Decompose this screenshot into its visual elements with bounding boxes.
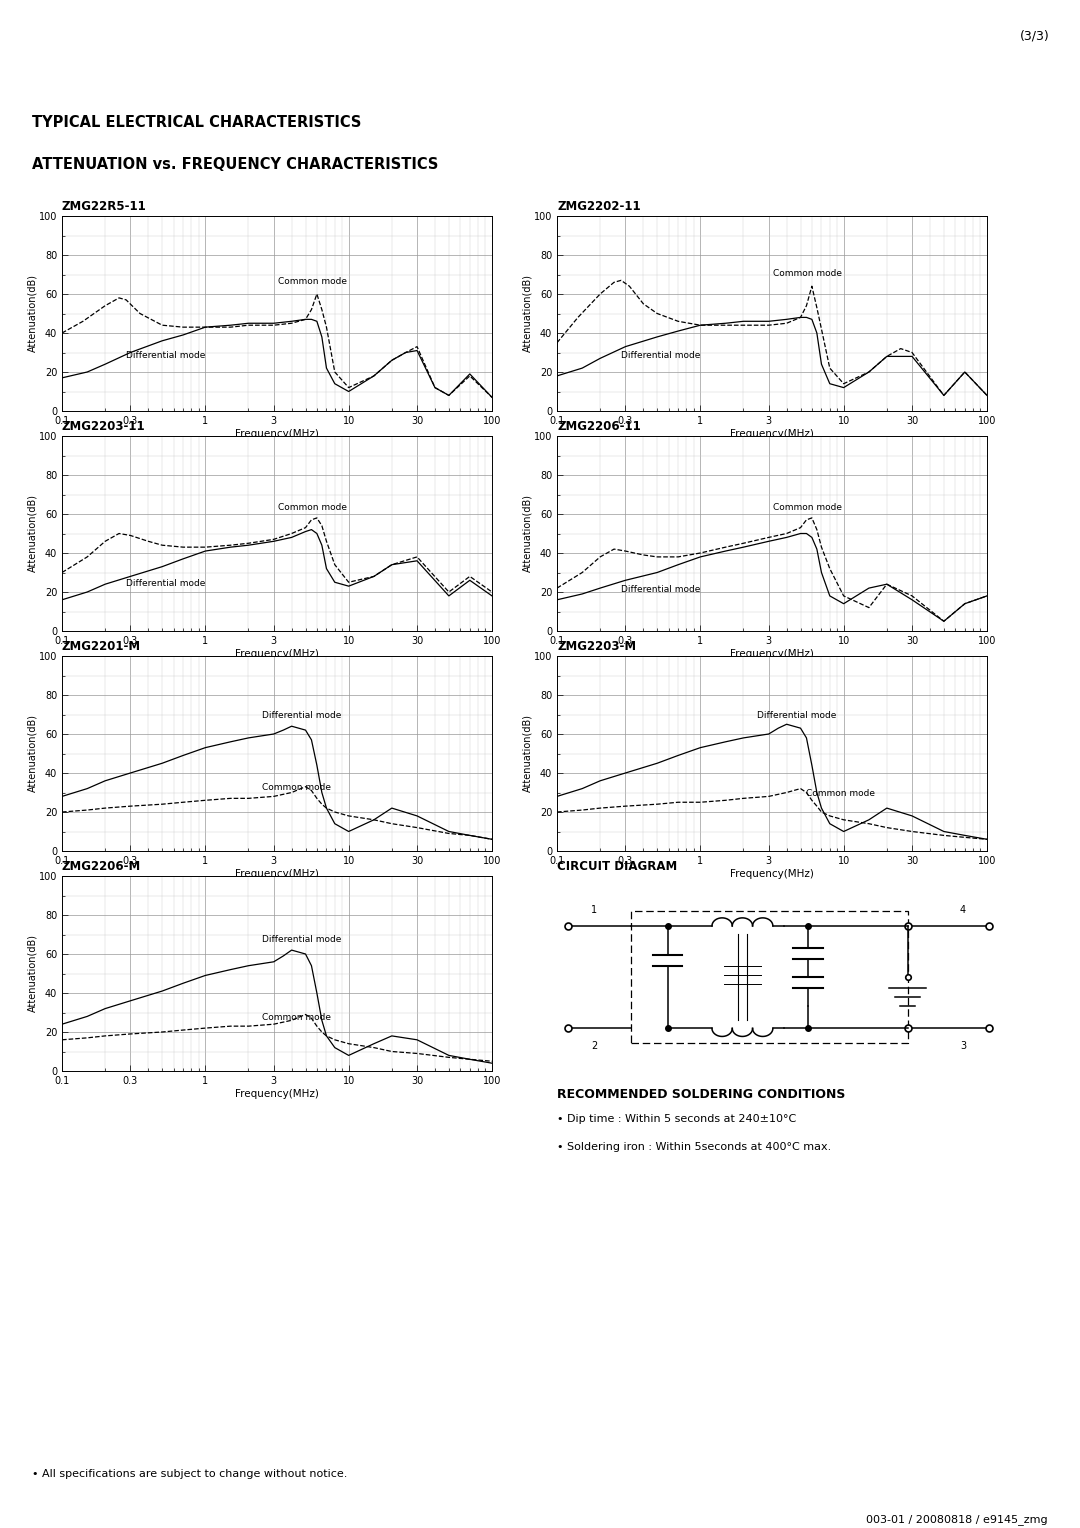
Text: Differential mode: Differential mode — [621, 351, 701, 361]
Text: Common mode: Common mode — [262, 784, 332, 793]
Y-axis label: Attenuation(dB): Attenuation(dB) — [523, 715, 532, 793]
Text: Common mode: Common mode — [772, 269, 841, 278]
Text: Differential mode: Differential mode — [262, 712, 341, 720]
Text: ZMG2206-11: ZMG2206-11 — [557, 420, 640, 434]
Text: 2: 2 — [591, 1041, 597, 1051]
Y-axis label: Attenuation(dB): Attenuation(dB) — [27, 275, 38, 353]
Text: ZMG2206-M: ZMG2206-M — [62, 860, 141, 874]
X-axis label: Frequency(MHz): Frequency(MHz) — [235, 868, 319, 879]
Text: Common mode: Common mode — [278, 503, 347, 512]
Text: ZMG2201-M: ZMG2201-M — [62, 640, 141, 654]
Text: • All specifications are subject to change without notice.: • All specifications are subject to chan… — [32, 1468, 348, 1479]
X-axis label: Frequency(MHz): Frequency(MHz) — [730, 429, 814, 439]
Y-axis label: Attenuation(dB): Attenuation(dB) — [523, 275, 532, 353]
Text: 1: 1 — [591, 905, 597, 915]
Text: ZMG2203-M: ZMG2203-M — [557, 640, 636, 654]
Text: Common mode: Common mode — [807, 790, 876, 798]
Y-axis label: Attenuation(dB): Attenuation(dB) — [27, 715, 38, 793]
Text: • Soldering iron : Within 5seconds at 400°C max.: • Soldering iron : Within 5seconds at 40… — [557, 1143, 832, 1152]
Text: Common mode: Common mode — [278, 277, 347, 286]
X-axis label: Frequency(MHz): Frequency(MHz) — [730, 868, 814, 879]
Y-axis label: Attenuation(dB): Attenuation(dB) — [523, 495, 532, 573]
X-axis label: Frequency(MHz): Frequency(MHz) — [235, 649, 319, 659]
Text: Differential mode: Differential mode — [757, 712, 837, 720]
Text: ATTENUATION vs. FREQUENCY CHARACTERISTICS: ATTENUATION vs. FREQUENCY CHARACTERISTIC… — [32, 157, 438, 171]
Text: Differential mode: Differential mode — [621, 585, 701, 594]
Text: Differential mode: Differential mode — [262, 935, 341, 944]
Text: RECOMMENDED SOLDERING CONDITIONS: RECOMMENDED SOLDERING CONDITIONS — [557, 1088, 846, 1102]
Y-axis label: Attenuation(dB): Attenuation(dB) — [27, 935, 38, 1013]
Bar — [631, 911, 907, 1044]
Text: Common mode: Common mode — [772, 503, 841, 512]
Text: CIRCUIT DIAGRAM: CIRCUIT DIAGRAM — [557, 860, 677, 874]
Text: Differential mode: Differential mode — [126, 351, 205, 361]
Text: 4: 4 — [960, 905, 966, 915]
X-axis label: Frequency(MHz): Frequency(MHz) — [235, 1088, 319, 1099]
Text: TYPICAL ELECTRICAL CHARACTERISTICS: TYPICAL ELECTRICAL CHARACTERISTICS — [32, 115, 362, 130]
Text: (3/3): (3/3) — [1020, 29, 1050, 43]
Text: ZMG2203-11: ZMG2203-11 — [62, 420, 146, 434]
Text: 3: 3 — [960, 1041, 966, 1051]
Text: 003-01 / 20080818 / e9145_zmg: 003-01 / 20080818 / e9145_zmg — [866, 1514, 1048, 1525]
Text: Differential mode: Differential mode — [126, 579, 205, 588]
Text: • Dip time : Within 5 seconds at 240±10°C: • Dip time : Within 5 seconds at 240±10°… — [557, 1114, 796, 1123]
X-axis label: Frequency(MHz): Frequency(MHz) — [235, 429, 319, 439]
X-axis label: Frequency(MHz): Frequency(MHz) — [730, 649, 814, 659]
Text: ZMG22R5-11: ZMG22R5-11 — [62, 200, 147, 214]
Y-axis label: Attenuation(dB): Attenuation(dB) — [27, 495, 38, 573]
Text: Common mode: Common mode — [262, 1013, 332, 1022]
Text: ⚠TDK: ⚠TDK — [995, 70, 1056, 90]
Text: ZMG2202-11: ZMG2202-11 — [557, 200, 640, 214]
